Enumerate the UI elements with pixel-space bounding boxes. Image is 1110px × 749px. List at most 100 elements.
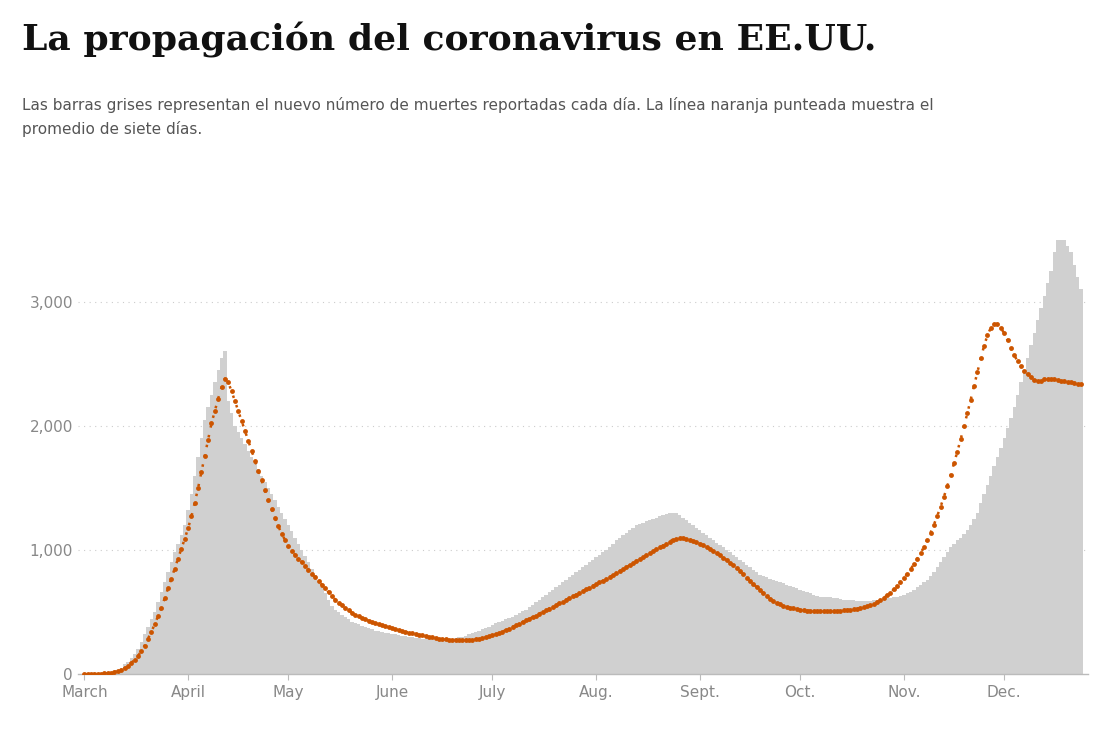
Bar xyxy=(1032,333,1036,674)
Bar xyxy=(323,593,326,674)
Bar xyxy=(290,531,293,674)
Bar xyxy=(748,567,751,674)
Bar xyxy=(404,636,407,674)
Bar xyxy=(942,557,946,674)
Bar xyxy=(899,596,902,674)
Bar xyxy=(872,601,876,674)
Bar xyxy=(387,633,391,674)
Bar xyxy=(427,639,431,674)
Bar xyxy=(120,668,123,674)
Bar xyxy=(210,395,213,674)
Bar xyxy=(447,640,451,674)
Bar xyxy=(638,524,642,674)
Bar xyxy=(361,625,364,674)
Bar xyxy=(300,550,303,674)
Bar xyxy=(1036,321,1039,674)
Bar xyxy=(537,600,541,674)
Bar xyxy=(1066,246,1069,674)
Bar xyxy=(316,581,320,674)
Bar xyxy=(1046,283,1049,674)
Bar xyxy=(310,568,313,674)
Bar xyxy=(203,419,206,674)
Bar xyxy=(989,476,992,674)
Bar xyxy=(130,658,133,674)
Bar xyxy=(347,619,351,674)
Bar xyxy=(788,586,791,674)
Bar xyxy=(952,544,956,674)
Bar xyxy=(986,485,989,674)
Bar xyxy=(825,597,828,674)
Bar xyxy=(972,519,976,674)
Bar xyxy=(497,622,501,674)
Bar xyxy=(648,521,652,674)
Bar xyxy=(173,553,176,674)
Bar xyxy=(781,583,785,674)
Bar xyxy=(421,639,424,674)
Bar xyxy=(862,601,866,674)
Bar xyxy=(461,637,464,674)
Bar xyxy=(276,506,280,674)
Bar xyxy=(808,593,811,674)
Bar xyxy=(731,555,735,674)
Bar xyxy=(892,597,896,674)
Bar xyxy=(658,517,662,674)
Bar xyxy=(828,597,831,674)
Bar xyxy=(1049,270,1052,674)
Bar xyxy=(618,538,622,674)
Bar xyxy=(818,597,821,674)
Bar xyxy=(768,578,771,674)
Bar xyxy=(835,598,839,674)
Bar xyxy=(140,642,143,674)
Bar xyxy=(652,519,655,674)
Bar xyxy=(605,550,608,674)
Bar xyxy=(886,598,889,674)
Bar xyxy=(230,413,233,674)
Bar xyxy=(859,601,862,674)
Bar xyxy=(501,621,504,674)
Bar xyxy=(771,580,775,674)
Bar xyxy=(571,574,574,674)
Bar xyxy=(672,513,675,674)
Bar xyxy=(306,562,310,674)
Bar xyxy=(454,638,457,674)
Bar xyxy=(344,617,347,674)
Bar xyxy=(966,530,969,674)
Bar xyxy=(123,664,127,674)
Bar xyxy=(678,515,682,674)
Bar xyxy=(728,553,731,674)
Bar xyxy=(1052,252,1056,674)
Bar xyxy=(959,538,962,674)
Bar xyxy=(909,592,912,674)
Bar xyxy=(795,589,798,674)
Bar xyxy=(805,592,808,674)
Bar xyxy=(491,625,494,674)
Bar xyxy=(157,602,160,674)
Bar xyxy=(220,357,223,674)
Bar xyxy=(612,544,615,674)
Bar xyxy=(595,557,598,674)
Bar xyxy=(936,567,939,674)
Bar xyxy=(196,457,200,674)
Bar xyxy=(956,540,959,674)
Bar xyxy=(504,619,507,674)
Bar xyxy=(705,535,708,674)
Bar xyxy=(976,513,979,674)
Bar xyxy=(682,518,685,674)
Bar xyxy=(364,627,367,674)
Bar xyxy=(791,587,795,674)
Bar xyxy=(735,557,738,674)
Bar xyxy=(397,635,401,674)
Bar xyxy=(602,553,605,674)
Bar xyxy=(341,614,344,674)
Bar xyxy=(996,457,999,674)
Bar xyxy=(628,530,632,674)
Bar xyxy=(665,514,668,674)
Bar xyxy=(1062,240,1066,674)
Bar xyxy=(1009,419,1012,674)
Bar xyxy=(193,476,196,674)
Bar xyxy=(635,525,638,674)
Bar xyxy=(417,638,421,674)
Bar xyxy=(798,589,801,674)
Bar xyxy=(457,637,461,674)
Bar xyxy=(133,654,137,674)
